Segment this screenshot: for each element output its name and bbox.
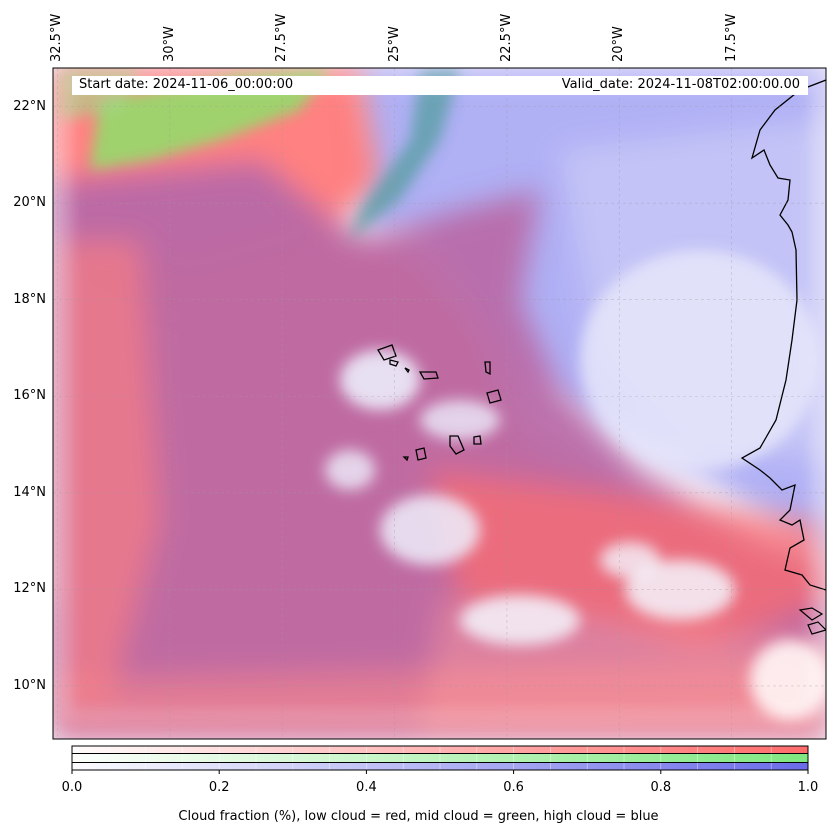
lat-label: 14°N (13, 484, 46, 500)
date-info-bar: Start date: 2024-11-06_00:00:00 Valid_da… (72, 76, 808, 95)
lon-label: 30°W (161, 26, 177, 62)
lat-label: 10°N (13, 677, 46, 693)
lon-label: 22.5°W (498, 13, 514, 62)
lon-label: 25°W (386, 26, 402, 62)
lon-label: 17.5°W (723, 13, 739, 62)
lon-label: 27.5°W (274, 13, 290, 62)
valid-date-label: Valid_date: 2024-11-08T02:00:00.00 (561, 77, 800, 92)
colorbar-caption: Cloud fraction (%), low cloud = red, mid… (178, 809, 659, 824)
lat-label: 18°N (13, 291, 46, 307)
start-date-label: Start date: 2024-11-06_00:00:00 (79, 77, 294, 92)
lat-label: 12°N (13, 581, 46, 597)
lon-label: 32.5°W (49, 13, 65, 62)
map-frame (52, 67, 827, 740)
africa-coastline (740, 79, 826, 591)
lat-label: 22°N (13, 98, 46, 114)
colorbar-ticks (71, 770, 809, 774)
colorbar-divisions (108, 746, 772, 770)
lat-label: 16°N (13, 388, 46, 404)
colorbar (71, 745, 809, 774)
lat-label: 20°N (13, 195, 46, 211)
colorbar-tick-label: 0.2 (208, 780, 230, 795)
lon-label: 20°W (611, 26, 627, 62)
clear-patches (325, 250, 826, 720)
cape-verde-islands (377, 344, 502, 462)
colorbar-tick-label: 0.6 (503, 780, 524, 795)
graticule (53, 68, 826, 739)
colorbar-tick-label: 0.0 (61, 780, 83, 795)
colorbar-tick-label: 1.0 (797, 780, 819, 795)
bissagos-islands (798, 607, 826, 635)
colorbar-tick-label: 0.8 (650, 780, 672, 795)
colorbar-tick-label: 0.4 (356, 780, 377, 795)
